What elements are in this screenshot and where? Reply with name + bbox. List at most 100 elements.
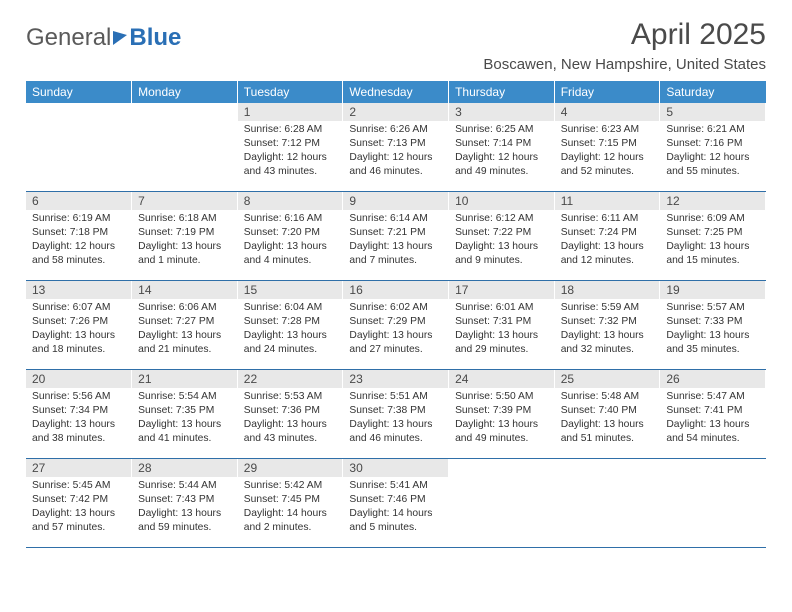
header: General Blue April 2025 Boscawen, New Ha… <box>26 18 766 73</box>
calendar-day: 16Sunrise: 6:02 AMSunset: 7:29 PMDayligh… <box>343 281 449 370</box>
day-details: Sunrise: 6:14 AMSunset: 7:21 PMDaylight:… <box>343 210 448 272</box>
day-number: 19 <box>660 281 765 299</box>
day-details: Sunrise: 6:11 AMSunset: 7:24 PMDaylight:… <box>555 210 660 272</box>
day-number: 9 <box>343 192 448 210</box>
calendar-day: 22Sunrise: 5:53 AMSunset: 7:36 PMDayligh… <box>237 370 343 459</box>
weekday-header: Tuesday <box>237 81 343 103</box>
calendar-day: 7Sunrise: 6:18 AMSunset: 7:19 PMDaylight… <box>132 192 238 281</box>
day-number: 3 <box>449 103 554 121</box>
logo: General Blue <box>26 24 181 52</box>
calendar-day: 11Sunrise: 6:11 AMSunset: 7:24 PMDayligh… <box>554 192 660 281</box>
day-details: Sunrise: 5:56 AMSunset: 7:34 PMDaylight:… <box>26 388 131 450</box>
calendar-day: 1Sunrise: 6:28 AMSunset: 7:12 PMDaylight… <box>237 103 343 192</box>
weekday-header: Monday <box>132 81 238 103</box>
day-details: Sunrise: 6:21 AMSunset: 7:16 PMDaylight:… <box>660 121 765 183</box>
day-details: Sunrise: 6:16 AMSunset: 7:20 PMDaylight:… <box>238 210 343 272</box>
weekday-header: Wednesday <box>343 81 449 103</box>
weekday-header-row: SundayMondayTuesdayWednesdayThursdayFrid… <box>26 81 766 103</box>
calendar-day: 10Sunrise: 6:12 AMSunset: 7:22 PMDayligh… <box>449 192 555 281</box>
calendar-day-empty <box>554 459 660 548</box>
logo-text-2: Blue <box>129 24 181 52</box>
calendar-day: 21Sunrise: 5:54 AMSunset: 7:35 PMDayligh… <box>132 370 238 459</box>
day-number: 25 <box>555 370 660 388</box>
day-details: Sunrise: 5:59 AMSunset: 7:32 PMDaylight:… <box>555 299 660 361</box>
calendar-day: 23Sunrise: 5:51 AMSunset: 7:38 PMDayligh… <box>343 370 449 459</box>
calendar-day: 5Sunrise: 6:21 AMSunset: 7:16 PMDaylight… <box>660 103 766 192</box>
day-number: 22 <box>238 370 343 388</box>
calendar-row: 1Sunrise: 6:28 AMSunset: 7:12 PMDaylight… <box>26 103 766 192</box>
weekday-header: Friday <box>554 81 660 103</box>
day-number: 14 <box>132 281 237 299</box>
day-details: Sunrise: 5:54 AMSunset: 7:35 PMDaylight:… <box>132 388 237 450</box>
day-number: 26 <box>660 370 765 388</box>
logo-icon <box>113 31 127 45</box>
day-details: Sunrise: 6:04 AMSunset: 7:28 PMDaylight:… <box>238 299 343 361</box>
calendar-row: 27Sunrise: 5:45 AMSunset: 7:42 PMDayligh… <box>26 459 766 548</box>
day-number: 11 <box>555 192 660 210</box>
page-title: April 2025 <box>483 18 766 52</box>
day-details: Sunrise: 5:50 AMSunset: 7:39 PMDaylight:… <box>449 388 554 450</box>
day-details: Sunrise: 5:45 AMSunset: 7:42 PMDaylight:… <box>26 477 131 539</box>
day-details: Sunrise: 6:09 AMSunset: 7:25 PMDaylight:… <box>660 210 765 272</box>
day-number: 13 <box>26 281 131 299</box>
calendar-day: 8Sunrise: 6:16 AMSunset: 7:20 PMDaylight… <box>237 192 343 281</box>
day-number <box>660 459 765 477</box>
calendar-day: 20Sunrise: 5:56 AMSunset: 7:34 PMDayligh… <box>26 370 132 459</box>
calendar-day: 12Sunrise: 6:09 AMSunset: 7:25 PMDayligh… <box>660 192 766 281</box>
calendar-day-empty <box>660 459 766 548</box>
day-number: 20 <box>26 370 131 388</box>
location-subtitle: Boscawen, New Hampshire, United States <box>483 56 766 73</box>
day-number: 4 <box>555 103 660 121</box>
calendar-day: 29Sunrise: 5:42 AMSunset: 7:45 PMDayligh… <box>237 459 343 548</box>
day-number: 12 <box>660 192 765 210</box>
day-number: 7 <box>132 192 237 210</box>
calendar-day: 15Sunrise: 6:04 AMSunset: 7:28 PMDayligh… <box>237 281 343 370</box>
calendar-day-empty <box>26 103 132 192</box>
day-details: Sunrise: 5:42 AMSunset: 7:45 PMDaylight:… <box>238 477 343 539</box>
calendar-row: 13Sunrise: 6:07 AMSunset: 7:26 PMDayligh… <box>26 281 766 370</box>
day-details: Sunrise: 5:47 AMSunset: 7:41 PMDaylight:… <box>660 388 765 450</box>
day-number: 23 <box>343 370 448 388</box>
day-details: Sunrise: 5:57 AMSunset: 7:33 PMDaylight:… <box>660 299 765 361</box>
day-number: 30 <box>343 459 448 477</box>
calendar-table: SundayMondayTuesdayWednesdayThursdayFrid… <box>26 81 766 548</box>
day-details: Sunrise: 5:44 AMSunset: 7:43 PMDaylight:… <box>132 477 237 539</box>
calendar-day: 26Sunrise: 5:47 AMSunset: 7:41 PMDayligh… <box>660 370 766 459</box>
day-number: 8 <box>238 192 343 210</box>
calendar-day: 4Sunrise: 6:23 AMSunset: 7:15 PMDaylight… <box>554 103 660 192</box>
day-details: Sunrise: 6:12 AMSunset: 7:22 PMDaylight:… <box>449 210 554 272</box>
day-details: Sunrise: 6:01 AMSunset: 7:31 PMDaylight:… <box>449 299 554 361</box>
day-number: 21 <box>132 370 237 388</box>
calendar-row: 6Sunrise: 6:19 AMSunset: 7:18 PMDaylight… <box>26 192 766 281</box>
day-number: 28 <box>132 459 237 477</box>
weekday-header: Saturday <box>660 81 766 103</box>
calendar-day: 14Sunrise: 6:06 AMSunset: 7:27 PMDayligh… <box>132 281 238 370</box>
day-details: Sunrise: 6:25 AMSunset: 7:14 PMDaylight:… <box>449 121 554 183</box>
calendar-day: 24Sunrise: 5:50 AMSunset: 7:39 PMDayligh… <box>449 370 555 459</box>
calendar-day: 6Sunrise: 6:19 AMSunset: 7:18 PMDaylight… <box>26 192 132 281</box>
calendar-day: 19Sunrise: 5:57 AMSunset: 7:33 PMDayligh… <box>660 281 766 370</box>
calendar-day-empty <box>132 103 238 192</box>
day-details: Sunrise: 6:26 AMSunset: 7:13 PMDaylight:… <box>343 121 448 183</box>
day-number: 15 <box>238 281 343 299</box>
calendar-day: 18Sunrise: 5:59 AMSunset: 7:32 PMDayligh… <box>554 281 660 370</box>
calendar-day: 28Sunrise: 5:44 AMSunset: 7:43 PMDayligh… <box>132 459 238 548</box>
day-details: Sunrise: 6:28 AMSunset: 7:12 PMDaylight:… <box>238 121 343 183</box>
weekday-header: Sunday <box>26 81 132 103</box>
day-number: 27 <box>26 459 131 477</box>
day-number: 17 <box>449 281 554 299</box>
day-details: Sunrise: 6:02 AMSunset: 7:29 PMDaylight:… <box>343 299 448 361</box>
day-details: Sunrise: 6:06 AMSunset: 7:27 PMDaylight:… <box>132 299 237 361</box>
day-number: 1 <box>238 103 343 121</box>
day-number <box>132 103 237 121</box>
day-number <box>26 103 131 121</box>
day-details: Sunrise: 5:41 AMSunset: 7:46 PMDaylight:… <box>343 477 448 539</box>
calendar-row: 20Sunrise: 5:56 AMSunset: 7:34 PMDayligh… <box>26 370 766 459</box>
day-details: Sunrise: 6:18 AMSunset: 7:19 PMDaylight:… <box>132 210 237 272</box>
day-number: 29 <box>238 459 343 477</box>
calendar-day: 25Sunrise: 5:48 AMSunset: 7:40 PMDayligh… <box>554 370 660 459</box>
day-number: 2 <box>343 103 448 121</box>
day-number: 24 <box>449 370 554 388</box>
calendar-day: 9Sunrise: 6:14 AMSunset: 7:21 PMDaylight… <box>343 192 449 281</box>
calendar-day: 17Sunrise: 6:01 AMSunset: 7:31 PMDayligh… <box>449 281 555 370</box>
